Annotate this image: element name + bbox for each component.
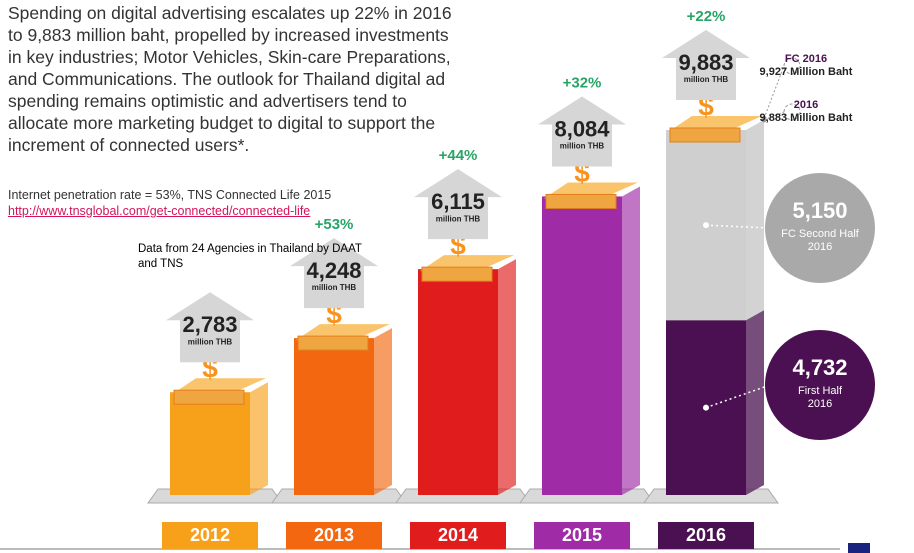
coin	[422, 267, 492, 281]
coin	[670, 128, 740, 142]
description: Spending on digital advertising escalate…	[8, 2, 456, 156]
coin	[174, 390, 244, 404]
callout-value: 9,883 Million Baht	[760, 112, 853, 124]
coin	[546, 194, 616, 208]
source-note: Data from 24 Agencies in Thailand by DAA…	[138, 242, 378, 272]
value-unit: million THB	[436, 214, 481, 223]
value-label: 9,883	[678, 50, 733, 75]
value-unit: million THB	[188, 337, 233, 346]
segment-side	[746, 310, 764, 495]
growth-label: +32%	[563, 74, 602, 91]
value-label: 8,084	[554, 116, 610, 141]
logo	[848, 543, 870, 553]
growth-label: +22%	[687, 8, 726, 25]
callout-value: 9,927 Million Baht	[760, 66, 853, 78]
value-unit: million THB	[684, 75, 729, 84]
coin	[298, 336, 368, 350]
value-unit: million THB	[560, 142, 605, 151]
segment-sublabel: 2016	[808, 241, 832, 253]
segment-label: First Half	[798, 385, 843, 397]
bar	[542, 196, 622, 495]
segment-value: 5,150	[792, 198, 847, 223]
bar-side	[250, 382, 268, 495]
x-tick-label: 2013	[314, 525, 354, 545]
x-tick-label: 2014	[438, 525, 478, 545]
x-tick-label: 2015	[562, 525, 602, 545]
bar-side	[622, 186, 640, 495]
bar-side	[498, 259, 516, 495]
bar-side	[374, 328, 392, 495]
value-label: 6,115	[431, 189, 485, 214]
x-tick-label: 2012	[190, 525, 230, 545]
bar	[170, 392, 250, 495]
leader-dot	[703, 405, 709, 411]
segment-side	[746, 120, 764, 320]
segment-value: 4,732	[792, 355, 847, 380]
source-link[interactable]: http://www.tnsglobal.com/get-connected/c…	[8, 204, 310, 218]
x-tick-label: 2016	[686, 525, 726, 545]
footnote: Internet penetration rate = 53%, TNS Con…	[8, 188, 331, 202]
segment-label: FC Second Half	[781, 228, 860, 240]
value-label: 2,783	[182, 312, 237, 337]
infographic: $2,783million THB2012$4,248million THB+5…	[0, 0, 914, 553]
value-unit: million THB	[312, 283, 357, 292]
bar	[294, 338, 374, 495]
callout-label: 2016	[794, 99, 818, 111]
callout-label: FC 2016	[785, 53, 827, 65]
growth-label: +53%	[315, 216, 354, 233]
leader-dot	[703, 222, 709, 228]
segment-sublabel: 2016	[808, 398, 832, 410]
bar	[418, 269, 498, 495]
